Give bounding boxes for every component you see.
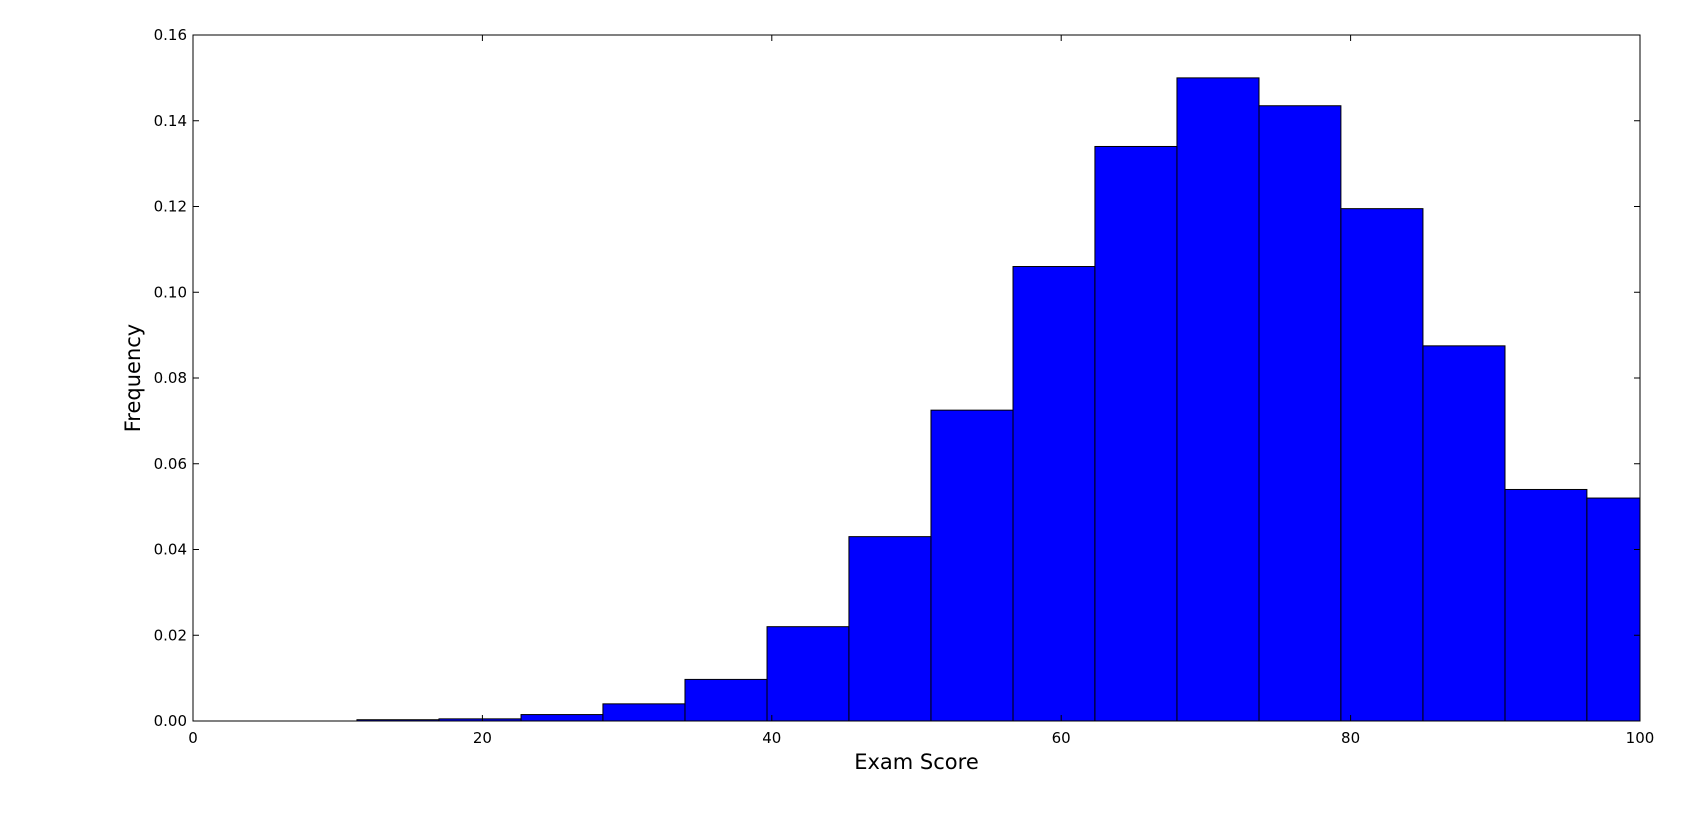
y-tick-label: 0.10 <box>154 283 187 301</box>
x-tick-label: 20 <box>473 729 492 747</box>
ticks-group: 0 20 40 60 80 100 0.00 0.02 0.04 0.06 0.08 0.10 0.12… <box>154 26 1655 747</box>
histogram-bar <box>520 714 604 722</box>
y-tick-label: 0.00 <box>154 712 187 730</box>
x-tick-label: 40 <box>762 729 781 747</box>
y-tick-label: 0.04 <box>154 541 187 559</box>
x-tick-label: 0 <box>188 729 198 747</box>
y-tick-label: 0.14 <box>154 112 187 130</box>
y-tick-label: 0.02 <box>154 626 187 644</box>
x-tick-label: 100 <box>1626 729 1655 747</box>
histogram-bar <box>930 409 1014 722</box>
histogram-bar <box>1012 266 1096 722</box>
histogram-bar <box>684 678 768 722</box>
histogram-bar <box>1094 145 1178 722</box>
x-tick-label: 60 <box>1052 729 1071 747</box>
histogram-bar <box>1586 497 1641 722</box>
x-axis-label: Exam Score <box>854 750 979 774</box>
histogram-bar <box>1176 77 1260 722</box>
x-tick-label: 80 <box>1341 729 1360 747</box>
y-tick-label: 0.12 <box>154 198 187 216</box>
histogram-bar <box>1340 208 1424 722</box>
histogram-bar <box>602 703 686 722</box>
histogram-bar <box>1422 345 1506 722</box>
histogram-bar <box>1504 488 1588 722</box>
histogram-bar <box>1258 105 1342 722</box>
y-axis-label: Frequency <box>121 324 145 433</box>
y-tick-label: 0.08 <box>154 369 187 387</box>
histogram-bar <box>766 626 850 722</box>
y-tick-label: 0.16 <box>154 26 187 44</box>
bars-group <box>356 77 1641 722</box>
y-tick-label: 0.06 <box>154 455 187 473</box>
histogram-bar <box>848 536 932 722</box>
